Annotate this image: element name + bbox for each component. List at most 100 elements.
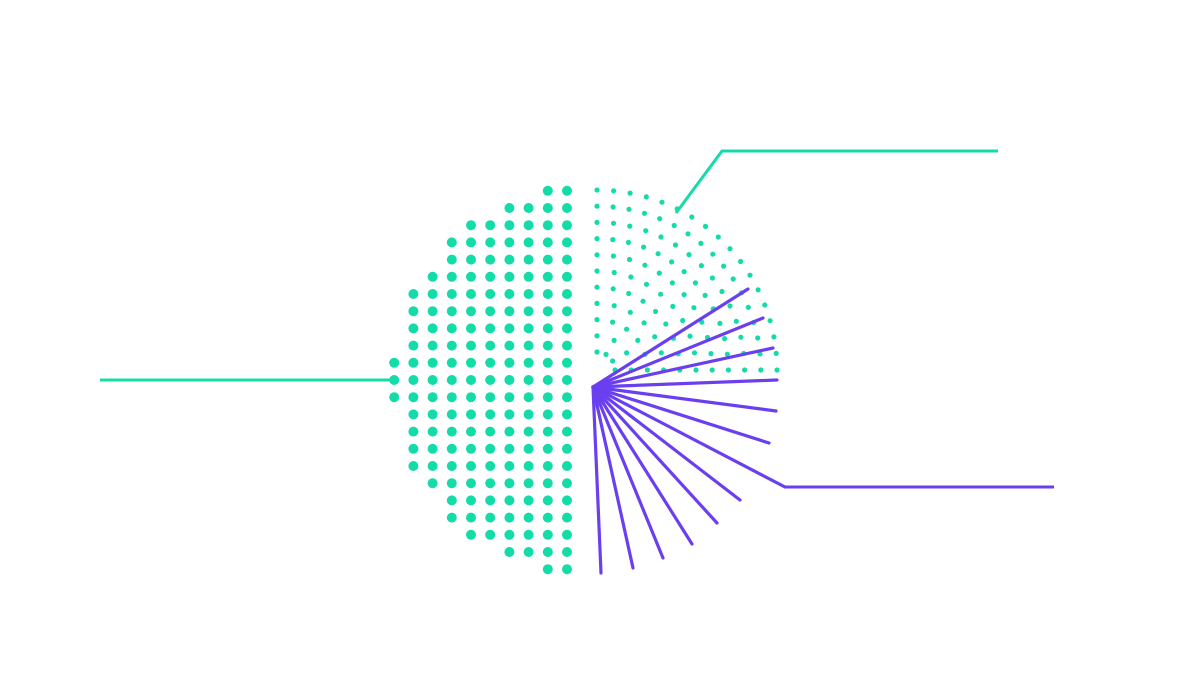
arc-dot xyxy=(672,242,679,248)
arc-dot xyxy=(730,276,736,282)
arc-dot xyxy=(687,333,693,339)
grid-dot xyxy=(466,220,476,231)
grid-dot xyxy=(542,237,553,248)
grid-dot xyxy=(427,306,438,317)
arc-dot xyxy=(655,251,661,257)
grid-dot xyxy=(542,529,553,540)
grid-dot xyxy=(542,357,553,368)
ray-line xyxy=(591,385,787,489)
ray-line xyxy=(591,316,765,389)
grid-dot xyxy=(562,461,572,471)
grid-dot xyxy=(542,203,553,213)
grid-dot xyxy=(523,375,534,385)
grid-dot xyxy=(446,237,457,248)
arc-dot xyxy=(594,236,600,242)
ray-fan xyxy=(591,287,787,575)
arc-dot xyxy=(727,246,733,252)
grid-dot xyxy=(427,443,438,454)
grid-dot xyxy=(408,323,419,334)
grid-dot xyxy=(542,392,553,403)
grid-dot xyxy=(523,426,534,437)
arc-dot xyxy=(657,216,663,222)
grid-dot xyxy=(504,323,515,334)
arc-dot xyxy=(725,367,732,373)
arc-dot xyxy=(624,350,630,356)
arc-dot xyxy=(724,351,731,357)
grid-dot xyxy=(542,323,553,334)
grid-dot xyxy=(562,529,572,540)
arc-dot xyxy=(627,223,633,229)
grid-dot xyxy=(542,306,553,317)
arc-dot xyxy=(625,239,632,245)
grid-dot xyxy=(562,237,572,248)
grid-dot xyxy=(485,340,496,351)
ray-line xyxy=(591,385,694,546)
grid-dot xyxy=(466,271,476,282)
grid-dot xyxy=(466,529,476,540)
arc-dot xyxy=(658,350,664,356)
grid-dot xyxy=(446,289,457,299)
grid-dot xyxy=(562,392,572,403)
grid-dot xyxy=(427,409,438,420)
arc-dot xyxy=(742,367,748,373)
arc-dot xyxy=(641,320,647,326)
grid-dot xyxy=(523,271,534,282)
arc-dot xyxy=(594,349,600,355)
arc-dot xyxy=(635,337,641,343)
grid-dot xyxy=(504,254,515,265)
grid-dot xyxy=(485,306,496,317)
grid-dot xyxy=(446,323,457,334)
grid-dot xyxy=(562,254,572,265)
grid-dot xyxy=(466,409,476,420)
grid-dot xyxy=(446,409,457,420)
arc-dot xyxy=(680,317,686,324)
grid-dot xyxy=(523,409,534,420)
arc-dot xyxy=(733,318,739,324)
arc-dot xyxy=(685,231,691,237)
grid-dot xyxy=(408,392,419,403)
grid-dot xyxy=(523,323,534,334)
grid-dot xyxy=(523,478,534,489)
grid-dot xyxy=(485,478,496,489)
arc-dot xyxy=(641,210,648,216)
grid-dot xyxy=(542,375,553,385)
grid-dot xyxy=(485,495,496,506)
grid-dot xyxy=(485,409,496,420)
arc-dot xyxy=(692,280,699,286)
grid-dot xyxy=(523,237,534,248)
grid-dot xyxy=(446,306,457,317)
arc-dot xyxy=(658,291,664,297)
grid-dot xyxy=(466,289,476,299)
grid-dot xyxy=(542,426,553,437)
arc-dot xyxy=(663,321,669,327)
grid-dot xyxy=(427,271,438,282)
grid-dot xyxy=(562,495,572,506)
grid-dot xyxy=(542,254,553,265)
grid-dot xyxy=(562,289,572,299)
grid-dot xyxy=(485,375,496,385)
grid-dot xyxy=(523,220,534,231)
arc-dot xyxy=(691,305,697,311)
grid-dot xyxy=(523,443,534,454)
grid-dot xyxy=(427,323,438,334)
grid-dot xyxy=(523,512,534,523)
arc-dot xyxy=(771,334,777,340)
grid-dot xyxy=(427,478,438,489)
arc-dot xyxy=(611,303,617,309)
arc-dot xyxy=(626,290,632,297)
grid-dot xyxy=(485,512,496,523)
arc-dot xyxy=(721,263,727,269)
arc-dot xyxy=(594,252,600,258)
grid-dot xyxy=(504,340,515,351)
arc-dot xyxy=(652,334,658,340)
arc-dot xyxy=(691,350,698,356)
grid-dot xyxy=(542,443,553,454)
grid-dot xyxy=(408,443,419,454)
arc-dot xyxy=(758,367,764,373)
grid-dot xyxy=(562,547,572,557)
grid-dot xyxy=(466,340,476,351)
grid-dot xyxy=(504,306,515,317)
grid-dot xyxy=(542,495,553,506)
grid-dot xyxy=(562,220,572,231)
grid-dot xyxy=(504,426,515,437)
